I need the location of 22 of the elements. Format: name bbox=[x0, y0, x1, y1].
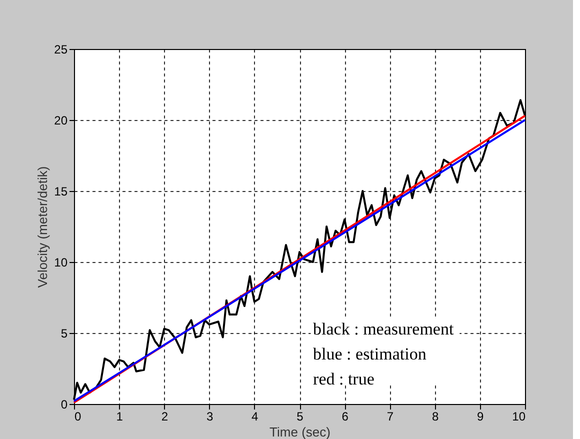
x-tick-label: 3 bbox=[206, 410, 214, 424]
y-axis-title: Velocity (meter/detik) bbox=[35, 166, 50, 288]
y-tick-label: 15 bbox=[54, 184, 68, 198]
x-tick-label: 2 bbox=[161, 410, 168, 424]
annotation: red : true bbox=[313, 369, 374, 388]
y-tick-label: 10 bbox=[54, 256, 68, 270]
x-tick-label: 10 bbox=[512, 410, 526, 424]
x-tick-label: 9 bbox=[477, 410, 484, 424]
y-tick-label: 0 bbox=[60, 398, 68, 412]
y-tick-label: 20 bbox=[54, 114, 68, 128]
x-tick-label: 7 bbox=[386, 410, 394, 424]
x-tick-label: 5 bbox=[296, 410, 304, 424]
x-tick-label: 8 bbox=[432, 410, 439, 424]
y-tick-label: 25 bbox=[54, 42, 68, 56]
annotation: blue : estimation bbox=[313, 344, 427, 364]
x-tick-label: 1 bbox=[116, 410, 124, 424]
x-axis-title: Time (sec) bbox=[270, 424, 330, 439]
x-tick-label: 0 bbox=[74, 410, 82, 424]
x-tick-label: 6 bbox=[342, 410, 349, 424]
annotation: black : measurement bbox=[313, 319, 454, 338]
y-tick-label: 5 bbox=[60, 326, 68, 340]
x-tick-label: 4 bbox=[252, 410, 259, 424]
